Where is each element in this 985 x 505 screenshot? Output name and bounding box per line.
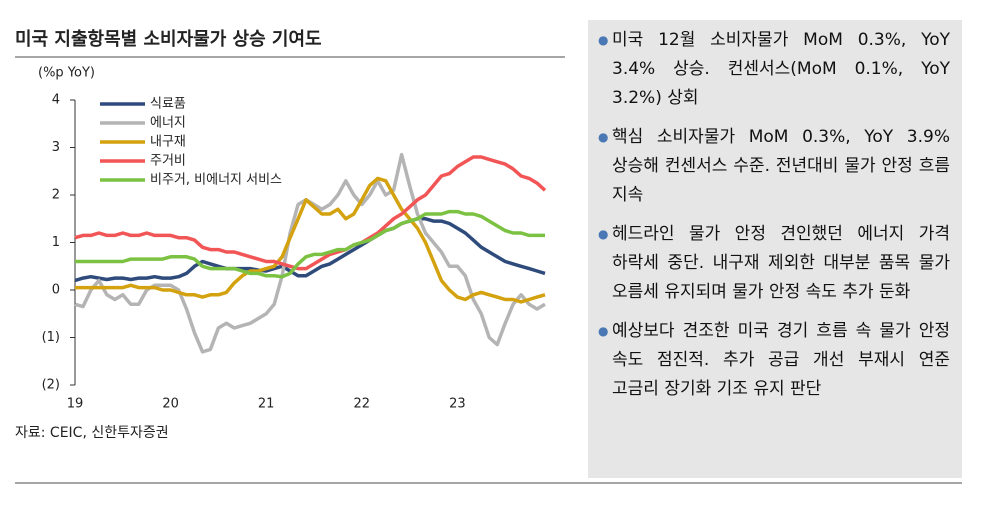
x-tick-label: 21 bbox=[258, 397, 275, 412]
x-tick-label: 23 bbox=[449, 397, 466, 412]
legend-label: 주거비 bbox=[150, 154, 186, 169]
bullet: ● 핵심 소비자물가 MoM 0.3%, YoY 3.9% 상승해 컨센서스 수준… bbox=[598, 123, 950, 210]
y-tick-label: 3 bbox=[52, 140, 60, 155]
bullet: ● 헤드라인 물가 안정 견인했던 에너지 가격 하락세 중단. 내구재 제외한 … bbox=[598, 220, 950, 307]
series-line bbox=[75, 176, 546, 304]
series-line bbox=[74, 155, 547, 271]
series-line bbox=[74, 217, 546, 283]
series-line bbox=[75, 209, 545, 279]
x-tick-label: 19 bbox=[67, 397, 84, 412]
legend-label: 내구재 bbox=[150, 135, 186, 150]
x-tick-label: 20 bbox=[162, 397, 179, 412]
y-tick-label: 4 bbox=[52, 93, 60, 108]
legend-label: 에너지 bbox=[150, 116, 186, 131]
bullet-text: 헤드라인 물가 안정 견인했던 에너지 가격 하락세 중단. 내구재 제외한 대… bbox=[612, 224, 950, 302]
bullet-dot: ● bbox=[598, 130, 609, 144]
bullet-text: 예상보다 견조한 미국 경기 흐름 속 물가 안정 속도 점진적. 추가 공급 … bbox=[612, 321, 950, 399]
y-tick-label: 0 bbox=[52, 283, 60, 298]
bullet-dot: ● bbox=[598, 227, 609, 241]
notes-panel: ● 미국 12월 소비자물가 MoM 0.3%, YoY 3.4% 상승. 컨센서… bbox=[588, 20, 962, 478]
legend-label: 식료품 bbox=[150, 97, 186, 112]
source: 자료: CEIC, 신한투자증권 bbox=[15, 425, 169, 441]
x-tick-label: 22 bbox=[354, 397, 371, 412]
y-tick-label: (2) bbox=[42, 378, 60, 393]
y-tick-label: (1) bbox=[42, 330, 60, 345]
bullet-text: 미국 12월 소비자물가 MoM 0.3%, YoY 3.4% 상승. 컨센서스… bbox=[612, 30, 950, 108]
bullet: ● 미국 12월 소비자물가 MoM 0.3%, YoY 3.4% 상승. 컨센서… bbox=[598, 26, 950, 113]
legend-label: 비주거, 비에너지 서비스 bbox=[150, 173, 282, 188]
y-tick-label: 2 bbox=[52, 188, 60, 203]
bullet: ● 예상보다 견조한 미국 경기 흐름 속 물가 안정 속도 점진적. 추가 공급… bbox=[598, 317, 950, 404]
chart-title: 미국 지출항목별 소비자물가 상승 기여도 bbox=[15, 29, 322, 50]
bullet-text: 핵심 소비자물가 MoM 0.3%, YoY 3.9% 상승해 컨센서스 수준.… bbox=[612, 127, 950, 205]
y-label: (%p YoY) bbox=[38, 66, 95, 81]
bullet-dot: ● bbox=[598, 33, 609, 47]
y-tick-label: 1 bbox=[52, 235, 60, 250]
series-line bbox=[74, 152, 546, 354]
bullet-dot: ● bbox=[598, 324, 609, 338]
